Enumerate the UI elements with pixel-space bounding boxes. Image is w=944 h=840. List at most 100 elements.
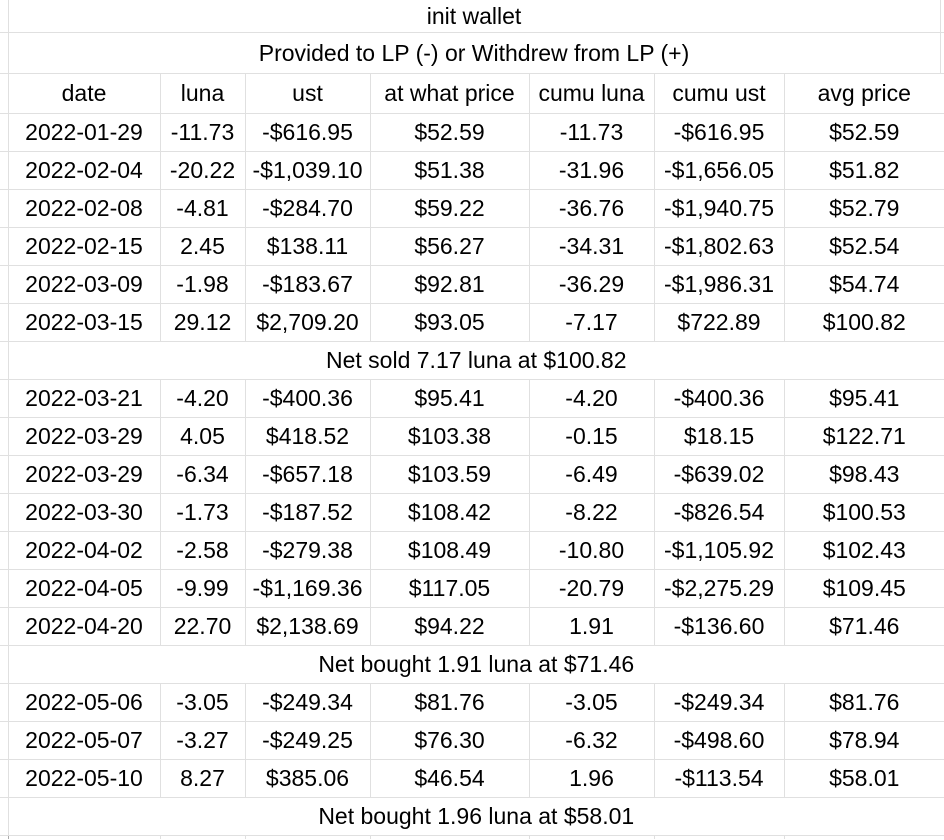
cell-luna[interactable]: 4.05 bbox=[159, 417, 246, 456]
cell-cumu-luna[interactable]: -3.05 bbox=[528, 683, 655, 722]
cell-ust[interactable]: -$1,169.36 bbox=[244, 569, 371, 608]
cell-cumu-luna[interactable]: -36.76 bbox=[528, 189, 655, 228]
cell-cumu-ust[interactable]: -$1,940.75 bbox=[653, 189, 785, 228]
cell-ust[interactable]: $418.52 bbox=[244, 417, 371, 456]
cell-luna[interactable]: 8.27 bbox=[159, 759, 246, 798]
cell-avg-price[interactable]: $58.01 bbox=[783, 759, 944, 798]
cell-luna[interactable]: -4.81 bbox=[159, 189, 246, 228]
cell-luna[interactable]: -2.58 bbox=[159, 531, 246, 570]
summary-row-cell[interactable]: Net sold 7.17 luna at $100.82 bbox=[7, 341, 944, 380]
column-header-at-what-price[interactable]: at what price bbox=[369, 73, 530, 114]
cell-cumu-luna[interactable]: -0.15 bbox=[528, 417, 655, 456]
cell-luna[interactable]: -1.98 bbox=[159, 265, 246, 304]
cell-cumu-ust[interactable]: -$616.95 bbox=[653, 113, 785, 152]
cell-date[interactable]: 2022-03-29 bbox=[7, 417, 161, 456]
cell-cumu-luna[interactable]: 1.91 bbox=[528, 607, 655, 646]
cell-ust[interactable]: -$616.95 bbox=[244, 113, 371, 152]
cell-ust[interactable]: -$249.34 bbox=[244, 683, 371, 722]
summary-row-cell[interactable]: Net bought 1.91 luna at $71.46 bbox=[7, 645, 944, 684]
column-header-ust[interactable]: ust bbox=[244, 73, 371, 114]
cell-avg-price[interactable]: $81.76 bbox=[783, 683, 944, 722]
cell-avg-price[interactable]: $122.71 bbox=[783, 417, 944, 456]
cell-luna[interactable]: -9.99 bbox=[159, 569, 246, 608]
cell-avg-price[interactable]: $100.82 bbox=[783, 303, 944, 342]
cell-at-what-price[interactable]: $108.42 bbox=[369, 493, 530, 532]
cell-at-what-price[interactable]: $93.05 bbox=[369, 303, 530, 342]
cell-avg-price[interactable]: $95.41 bbox=[783, 379, 944, 418]
cell-cumu-luna[interactable]: -20.79 bbox=[528, 569, 655, 608]
cell-date[interactable]: 2022-05-10 bbox=[7, 759, 161, 798]
cell-at-what-price[interactable]: $94.22 bbox=[369, 607, 530, 646]
summary-row-cell[interactable]: Net bought 1.96 luna at $58.01 bbox=[7, 797, 944, 836]
cell-cumu-ust[interactable]: -$113.54 bbox=[653, 759, 785, 798]
cell-luna[interactable]: -3.27 bbox=[159, 721, 246, 760]
cell-luna[interactable]: -1.73 bbox=[159, 493, 246, 532]
sheet-subtitle-cell[interactable]: Provided to LP (-) or Withdrew from LP (… bbox=[7, 32, 941, 74]
cell-cumu-luna[interactable]: -7.17 bbox=[528, 303, 655, 342]
cell-cumu-luna[interactable]: -31.96 bbox=[528, 151, 655, 190]
cell-ust[interactable]: -$284.70 bbox=[244, 189, 371, 228]
cell-at-what-price[interactable]: $103.59 bbox=[369, 455, 530, 494]
column-header-cumu-luna[interactable]: cumu luna bbox=[528, 73, 655, 114]
cell-date[interactable]: 2022-02-15 bbox=[7, 227, 161, 266]
cell-avg-price[interactable]: $54.74 bbox=[783, 265, 944, 304]
cell-cumu-luna[interactable]: -4.20 bbox=[528, 379, 655, 418]
column-header-cumu-ust[interactable]: cumu ust bbox=[653, 73, 785, 114]
cell-date[interactable]: 2022-03-15 bbox=[7, 303, 161, 342]
cell-date[interactable]: 2022-01-29 bbox=[7, 113, 161, 152]
cell-date[interactable]: 2022-03-30 bbox=[7, 493, 161, 532]
cell-ust[interactable]: -$249.25 bbox=[244, 721, 371, 760]
sheet-title-cell[interactable]: init wallet bbox=[7, 0, 941, 33]
cell-date[interactable]: 2022-04-05 bbox=[7, 569, 161, 608]
cell-luna[interactable]: -11.73 bbox=[159, 113, 246, 152]
cell-date[interactable]: 2022-03-21 bbox=[7, 379, 161, 418]
cell-ust[interactable]: -$183.67 bbox=[244, 265, 371, 304]
cell-date[interactable]: 2022-05-07 bbox=[7, 721, 161, 760]
cell-luna[interactable]: -6.34 bbox=[159, 455, 246, 494]
cell-cumu-ust[interactable]: -$249.34 bbox=[653, 683, 785, 722]
cell-ust[interactable]: $2,138.69 bbox=[244, 607, 371, 646]
cell-at-what-price[interactable]: $81.76 bbox=[369, 683, 530, 722]
cell-at-what-price[interactable]: $95.41 bbox=[369, 379, 530, 418]
cell-cumu-luna[interactable]: -10.80 bbox=[528, 531, 655, 570]
cell-luna[interactable]: 2.45 bbox=[159, 227, 246, 266]
cell-at-what-price[interactable]: $103.38 bbox=[369, 417, 530, 456]
cell-luna[interactable]: -3.05 bbox=[159, 683, 246, 722]
cell-date[interactable]: 2022-03-09 bbox=[7, 265, 161, 304]
cell-cumu-ust[interactable]: -$400.36 bbox=[653, 379, 785, 418]
cell-cumu-ust[interactable]: -$1,656.05 bbox=[653, 151, 785, 190]
cell-ust[interactable]: -$279.38 bbox=[244, 531, 371, 570]
cell-cumu-luna[interactable]: -11.73 bbox=[528, 113, 655, 152]
column-header-avg-price[interactable]: avg price bbox=[783, 73, 944, 114]
cell-cumu-ust[interactable]: -$1,802.63 bbox=[653, 227, 785, 266]
cell-date[interactable]: 2022-05-06 bbox=[7, 683, 161, 722]
cell-ust[interactable]: -$187.52 bbox=[244, 493, 371, 532]
cell-at-what-price[interactable]: $46.54 bbox=[369, 759, 530, 798]
cell-cumu-ust[interactable]: -$136.60 bbox=[653, 607, 785, 646]
cell-cumu-ust[interactable]: -$498.60 bbox=[653, 721, 785, 760]
cell-date[interactable]: 2022-03-29 bbox=[7, 455, 161, 494]
cell-luna[interactable]: -20.22 bbox=[159, 151, 246, 190]
cell-cumu-ust[interactable]: $722.89 bbox=[653, 303, 785, 342]
cell-cumu-luna[interactable]: 1.96 bbox=[528, 759, 655, 798]
cell-cumu-luna[interactable]: -34.31 bbox=[528, 227, 655, 266]
cell-date[interactable]: 2022-02-08 bbox=[7, 189, 161, 228]
column-header-date[interactable]: date bbox=[7, 73, 161, 114]
cell-cumu-ust[interactable]: -$639.02 bbox=[653, 455, 785, 494]
cell-cumu-ust[interactable]: -$826.54 bbox=[653, 493, 785, 532]
cell-ust[interactable]: $2,709.20 bbox=[244, 303, 371, 342]
cell-at-what-price[interactable]: $117.05 bbox=[369, 569, 530, 608]
cell-ust[interactable]: $385.06 bbox=[244, 759, 371, 798]
cell-ust[interactable]: -$1,039.10 bbox=[244, 151, 371, 190]
cell-at-what-price[interactable]: $108.49 bbox=[369, 531, 530, 570]
cell-date[interactable]: 2022-04-20 bbox=[7, 607, 161, 646]
cell-at-what-price[interactable]: $56.27 bbox=[369, 227, 530, 266]
cell-date[interactable]: 2022-02-04 bbox=[7, 151, 161, 190]
cell-avg-price[interactable]: $98.43 bbox=[783, 455, 944, 494]
cell-avg-price[interactable]: $102.43 bbox=[783, 531, 944, 570]
cell-date[interactable]: 2022-04-02 bbox=[7, 531, 161, 570]
cell-luna[interactable]: 22.70 bbox=[159, 607, 246, 646]
cell-avg-price[interactable]: $78.94 bbox=[783, 721, 944, 760]
cell-avg-price[interactable]: $52.54 bbox=[783, 227, 944, 266]
cell-cumu-luna[interactable]: -8.22 bbox=[528, 493, 655, 532]
